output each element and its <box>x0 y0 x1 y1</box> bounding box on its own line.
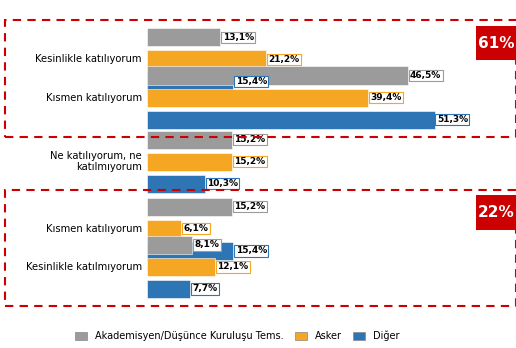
Text: Kısmen katılıyorum: Kısmen katılıyorum <box>46 224 142 234</box>
Text: 7,7%: 7,7% <box>192 284 218 293</box>
Text: Ne katılıyorum, ne
katılmıyorum: Ne katılıyorum, ne katılmıyorum <box>50 151 142 172</box>
Bar <box>147 130 232 149</box>
Bar <box>147 236 192 254</box>
Bar <box>147 258 215 276</box>
Text: 8,1%: 8,1% <box>195 240 220 249</box>
Text: 39,4%: 39,4% <box>370 93 401 102</box>
Bar <box>147 66 408 85</box>
Text: 10,3%: 10,3% <box>207 179 238 188</box>
Bar <box>147 152 232 171</box>
Bar <box>147 72 233 90</box>
Text: 51,3%: 51,3% <box>437 115 468 124</box>
Text: 15,4%: 15,4% <box>236 77 267 86</box>
Text: 22%: 22% <box>478 205 514 220</box>
Bar <box>147 220 181 238</box>
Text: 15,2%: 15,2% <box>234 135 266 144</box>
Legend: Akademisyen/Düşünce Kuruluşu Tems., Asker, Diğer: Akademisyen/Düşünce Kuruluşu Tems., Aske… <box>75 331 399 341</box>
Text: 15,4%: 15,4% <box>236 246 267 255</box>
Bar <box>147 111 434 128</box>
Bar <box>147 50 266 69</box>
Text: 15,2%: 15,2% <box>234 202 266 211</box>
Text: Kesinlikle katılıyorum: Kesinlikle katılıyorum <box>36 55 142 64</box>
Text: 6,1%: 6,1% <box>184 224 208 233</box>
Bar <box>147 175 205 192</box>
Bar <box>147 242 233 260</box>
Text: 15,2%: 15,2% <box>234 157 266 166</box>
Text: 12,1%: 12,1% <box>217 262 248 271</box>
Bar <box>147 198 232 216</box>
Bar <box>147 29 220 47</box>
Text: 46,5%: 46,5% <box>410 71 441 80</box>
Text: 61%: 61% <box>478 35 514 50</box>
Text: Kısmen katılıyorum: Kısmen katılıyorum <box>46 93 142 103</box>
Bar <box>147 280 190 298</box>
Text: Kesinlikle katılmıyorum: Kesinlikle katılmıyorum <box>26 262 142 272</box>
Text: 13,1%: 13,1% <box>223 33 254 42</box>
Text: 21,2%: 21,2% <box>268 55 299 64</box>
Bar <box>147 88 368 106</box>
